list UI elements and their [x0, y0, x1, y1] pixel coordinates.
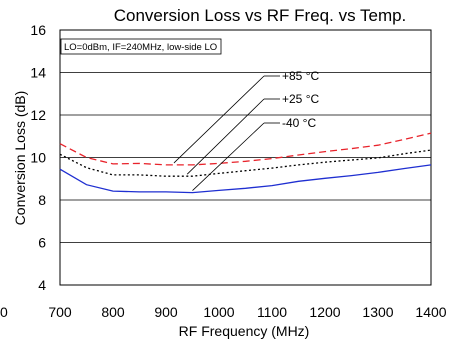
x-tick-label: 1100	[257, 304, 287, 320]
note-box	[60, 38, 222, 55]
x-tick-label: 700	[48, 304, 72, 320]
annotation-leader	[173, 75, 265, 164]
stray-tick-label: 0	[0, 304, 8, 320]
x-tick-label: 1300	[362, 304, 393, 320]
y-tick-label: 14	[30, 65, 46, 81]
y-tick-label: 16	[30, 22, 46, 38]
annotation-label: -40 °C	[282, 116, 316, 130]
annotation-label: +25 °C	[282, 92, 319, 106]
x-tick-label: 1200	[309, 304, 340, 320]
series-lines	[59, 132, 432, 194]
y-tick-label: 4	[38, 277, 46, 293]
x-tick-label: 800	[101, 304, 125, 320]
y-tick-label: 6	[38, 235, 46, 251]
series-line-minus40C	[59, 164, 432, 194]
y-tick-labels: 4 6 8 10 12 14 16	[30, 22, 46, 293]
x-tick-label: 900	[154, 304, 178, 320]
chart-title: Conversion Loss vs RF Freq. vs Temp.	[114, 6, 407, 25]
plot-frame	[59, 29, 432, 286]
series-line-plus85C	[59, 132, 432, 166]
x-tick-labels: 700 800 900 1000 1100 1200 1300 1400	[48, 304, 446, 320]
annotation-leader	[192, 122, 265, 191]
series-line-plus25C	[59, 149, 432, 177]
gridlines	[60, 72, 431, 243]
x-tick-label: 1000	[203, 304, 234, 320]
y-tick-label: 12	[30, 107, 46, 123]
x-axis-label: RF Frequency (MHz)	[179, 323, 310, 339]
y-axis-label: Conversion Loss (dB)	[12, 91, 28, 226]
annotation-leader	[186, 98, 265, 175]
x-tick-label: 1400	[415, 304, 446, 320]
y-tick-label: 8	[38, 192, 46, 208]
y-tick-label: 10	[30, 150, 46, 166]
annotation-label: +85 °C	[282, 69, 319, 83]
condition-note: LO=0dBm, IF=240MHz, low-side LO	[64, 42, 217, 53]
series-annotations: +85 °C +25 °C -40 °C	[173, 69, 319, 191]
